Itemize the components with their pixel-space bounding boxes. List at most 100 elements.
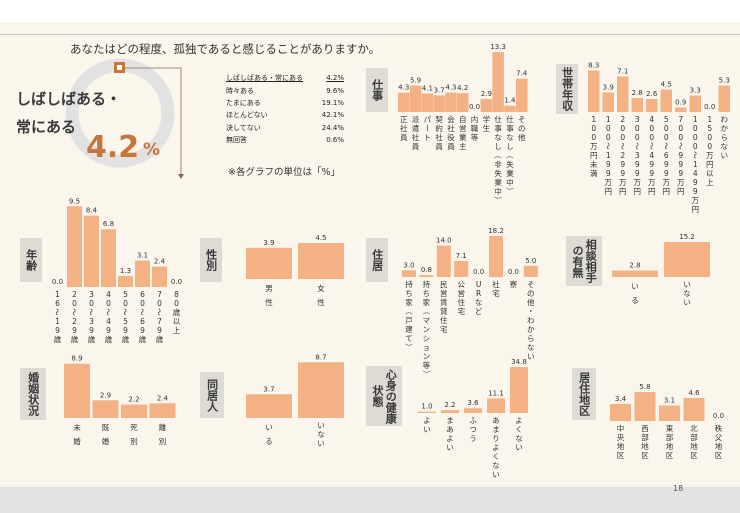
category-tick-label: ～ [138, 308, 147, 316]
category-tick-label: 東 [666, 423, 674, 433]
category-tick-label: 区 [690, 451, 698, 460]
category-tick-label: 4 [649, 115, 654, 124]
data-label: 1.3 [120, 267, 131, 275]
bar [101, 229, 116, 287]
category-tick-label: な [492, 461, 500, 470]
bar [398, 92, 410, 112]
category-tick-label: ～ [618, 142, 627, 150]
data-label: 4.3 [445, 84, 456, 92]
category-tick-label: ） [505, 187, 514, 195]
data-label: 4.1 [422, 85, 433, 93]
summary-row: 時々ある 9.6% [226, 86, 344, 95]
category-tick-label: 9 [106, 326, 111, 335]
category-tick-label: い [423, 425, 431, 434]
divider-line [0, 34, 740, 35]
category-label-housing: 住居 [366, 238, 388, 282]
category-tick-label: 0 [707, 133, 712, 142]
summary-row: 決してない 24.4% [226, 123, 344, 132]
unit-note: ※各グラフの単位は「%」 [228, 167, 340, 178]
category-tick-label: 2 [620, 115, 625, 124]
category-tick-label: 非 [494, 159, 502, 169]
category-tick-label: ど [475, 307, 483, 316]
category-tick-label: な [506, 133, 514, 142]
category-tick-label: （ [493, 151, 502, 159]
data-label: 4.3 [398, 84, 409, 92]
data-label: 0.0 [713, 412, 724, 420]
category-tick-label: い [492, 470, 500, 479]
category-tick-label: 9 [678, 160, 683, 169]
category-tick-label: そ [518, 115, 526, 124]
category-tick-label: ～ [87, 308, 96, 316]
data-label: 14.0 [436, 237, 452, 245]
category-tick-label: 事 [506, 123, 514, 133]
category-tick-label: 2 [72, 290, 77, 299]
category-label-cohabitant: 同居人 [200, 372, 224, 418]
category-tick-label: ー [422, 124, 431, 132]
data-label: 0.0 [473, 268, 484, 276]
category-label-gender: 性別 [200, 238, 222, 282]
category-tick-label: つ [469, 425, 477, 434]
category-tick-label: 他 [527, 297, 535, 307]
category-label-district: 居住地区 [572, 368, 596, 420]
category-tick-label: 歳 [54, 334, 62, 344]
category-tick-label: 宅 [457, 306, 465, 316]
category-tick-label: 秩 [715, 423, 723, 433]
category-tick-label: 4 [106, 317, 111, 326]
data-label: 1.0 [421, 403, 432, 411]
category-tick-label: 1 [55, 290, 60, 299]
category-tick-label: （ [421, 307, 430, 315]
category-tick-label: 0 [89, 299, 94, 308]
data-label: 4.2 [457, 84, 468, 92]
category-tick-label: 円 [605, 187, 613, 196]
page-number: 18 [673, 484, 684, 493]
bar [298, 243, 344, 279]
category-tick-label: な [317, 430, 325, 439]
category-tick-label: 未 [73, 422, 81, 432]
bar [675, 107, 687, 112]
category-tick-label: 遣 [412, 123, 420, 133]
category-tick-label: 9 [664, 169, 669, 178]
category-tick-label: 社 [435, 132, 443, 142]
category-tick-label: 地 [617, 441, 625, 451]
bar [646, 99, 658, 112]
category-tick-label: 営 [459, 123, 467, 133]
category-tick-label: か [721, 124, 729, 133]
data-label: 3.7 [434, 86, 445, 94]
category-tick-label: 歳 [105, 334, 113, 344]
category-tick-label: 9 [72, 326, 77, 335]
category-tick-label: 持 [423, 279, 431, 289]
question-text: あなたはどの程度、孤独であると感じることがありますか。 [70, 42, 381, 56]
category-tick-label: ～ [70, 308, 79, 316]
category-tick-label: 円 [706, 160, 714, 169]
category-tick-label: 9 [606, 169, 611, 178]
category-tick-label: 央 [617, 432, 625, 442]
data-label: 13.3 [490, 43, 506, 51]
category-tick-label: 事 [494, 123, 502, 133]
category-tick-label: 区 [715, 451, 723, 460]
category-tick-label: 区 [666, 451, 674, 460]
category-tick-label: う [469, 434, 477, 443]
category-tick-label: 0 [693, 133, 698, 142]
category-label-consult: 相談相手の有無 [566, 236, 602, 286]
category-tick-label: 派 [412, 115, 420, 124]
category-tick-label: ） [421, 370, 430, 378]
category-tick-label: 0 [620, 124, 625, 133]
category-tick-label: 9 [649, 169, 654, 178]
category-tick-label: 性 [265, 297, 273, 307]
category-tick-label: 3 [635, 115, 640, 124]
category-label-marital: 婚姻状況 [20, 368, 46, 420]
data-label: 3.1 [664, 397, 675, 405]
category-tick-label: な [515, 434, 523, 443]
category-tick-label: 7 [157, 290, 162, 299]
category-tick-label: る [265, 437, 273, 446]
bar [588, 70, 600, 112]
category-tick-label: 4 [693, 169, 698, 178]
category-tick-label: 1 [606, 115, 611, 124]
bar [683, 398, 705, 421]
highlight-value: 4.2 [86, 130, 140, 165]
highlight-unit: % [143, 140, 161, 160]
bar [445, 92, 457, 112]
category-tick-label: 上 [173, 326, 181, 335]
category-tick-label: 0 [174, 299, 179, 308]
category-tick-label: 父 [715, 433, 723, 442]
